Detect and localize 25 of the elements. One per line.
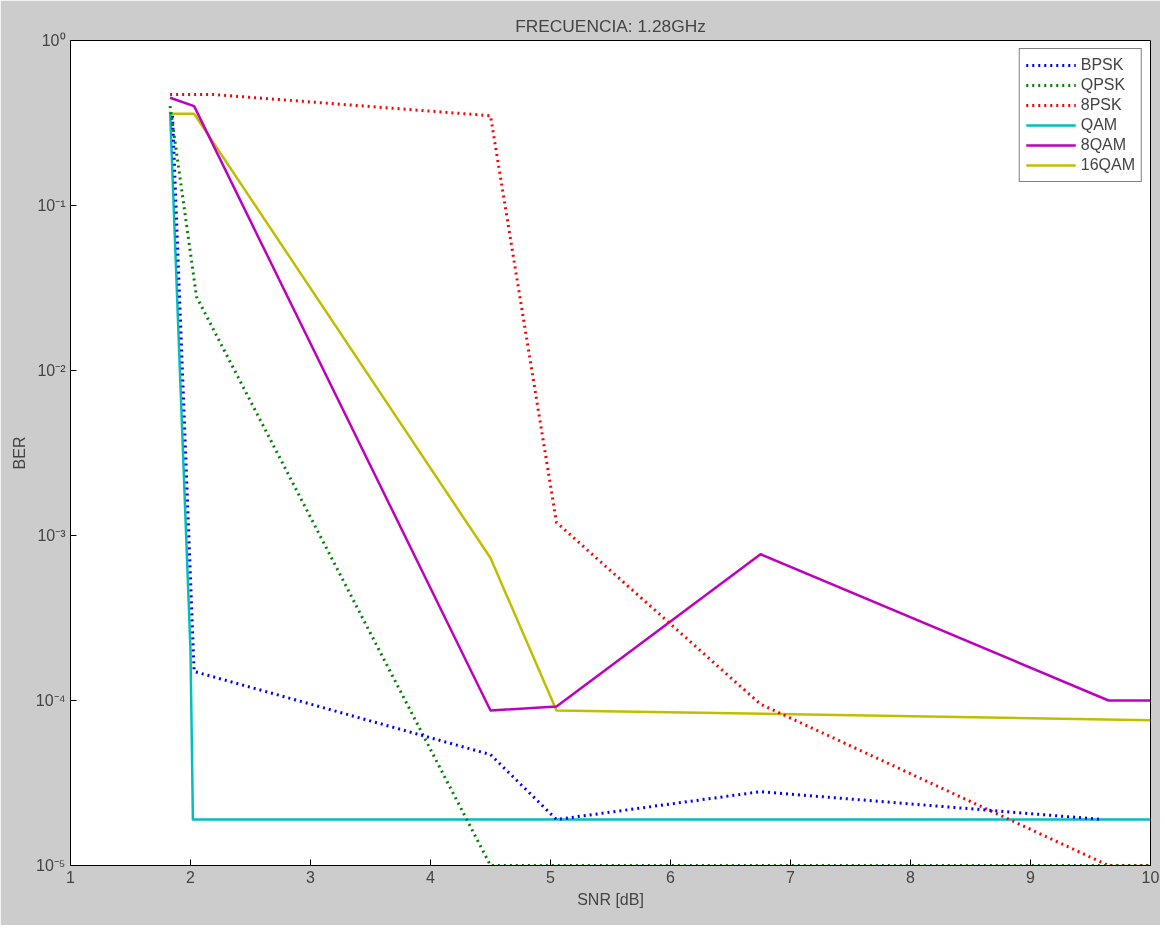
- x-axis-title: SNR [dB]: [577, 890, 644, 908]
- y-tick-label: 10⁻²: [37, 362, 67, 379]
- x-tick-label: 10: [1141, 868, 1160, 886]
- x-tick-label: 1: [66, 868, 76, 886]
- y-tick-label: 10⁰: [41, 32, 66, 49]
- legend-label: QAM: [1080, 116, 1118, 134]
- legend-label: 16QAM: [1080, 156, 1135, 174]
- legend-label: 8PSK: [1080, 96, 1122, 114]
- x-tick-label: 9: [1026, 868, 1036, 886]
- x-tick-label: 8: [906, 868, 916, 886]
- x-tick-label: 4: [426, 868, 436, 886]
- y-tick-label: 10⁻⁴: [35, 692, 66, 709]
- legend-label: BPSK: [1080, 56, 1124, 74]
- x-tick-label: 3: [306, 868, 316, 886]
- legend-label: 8QAM: [1080, 136, 1127, 154]
- y-tick-label: 10⁻³: [37, 527, 67, 544]
- x-tick-label: 6: [666, 868, 676, 886]
- x-tick-label: 2: [186, 868, 196, 886]
- y-tick-label: 10⁻¹: [37, 197, 66, 214]
- x-tick-label: 7: [786, 868, 796, 886]
- x-tick-label: 5: [546, 868, 556, 886]
- y-tick-label: 10⁻⁵: [36, 857, 66, 874]
- y-axis-title: BER: [10, 436, 28, 470]
- chart-title: FRECUENCIA: 1.28GHz: [515, 15, 706, 36]
- legend-label: QPSK: [1080, 76, 1126, 94]
